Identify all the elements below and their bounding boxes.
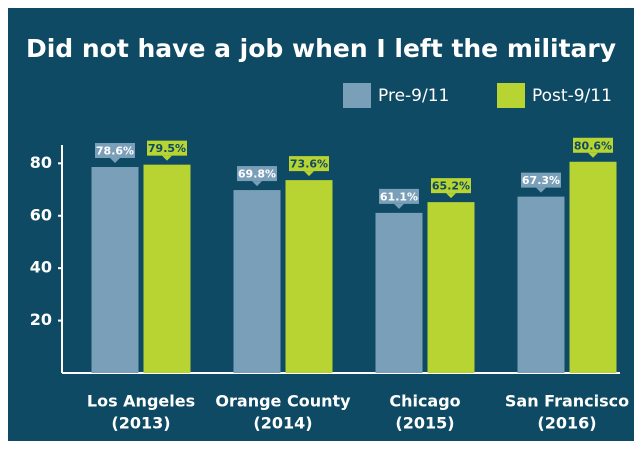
value-label: 73.6% xyxy=(290,158,328,171)
value-label: 78.6% xyxy=(96,145,134,158)
value-label-box xyxy=(237,166,277,182)
y-tick-label: 40 xyxy=(30,258,52,277)
value-label-pointer xyxy=(110,158,120,164)
x-tick-label: Chicago xyxy=(389,392,460,411)
x-tick-label: (2013) xyxy=(111,414,170,433)
value-label-box xyxy=(431,178,471,194)
bar xyxy=(285,180,333,373)
bar xyxy=(517,196,565,373)
value-label: 67.3% xyxy=(522,174,560,187)
value-label: 61.1% xyxy=(380,190,418,203)
value-label-pointer xyxy=(304,171,314,177)
value-label-box xyxy=(147,140,187,156)
value-label-box xyxy=(573,137,613,153)
value-label: 80.6% xyxy=(574,139,612,152)
value-label-box xyxy=(521,172,561,188)
value-label-pointer xyxy=(162,155,172,161)
bar xyxy=(569,161,617,373)
value-label-pointer xyxy=(394,203,404,209)
x-tick-label: (2014) xyxy=(253,414,312,433)
value-label-pointer xyxy=(446,193,456,199)
value-label: 69.8% xyxy=(238,168,276,181)
legend-label: Pre-9/11 xyxy=(378,86,449,106)
chart-title: Did not have a job when I left the milit… xyxy=(26,34,616,63)
x-tick-label: (2015) xyxy=(395,414,454,433)
x-tick-label: San Francisco xyxy=(505,392,629,411)
legend-swatch xyxy=(497,83,525,108)
y-tick-label: 20 xyxy=(30,310,52,329)
value-label-box xyxy=(95,143,135,159)
value-label-pointer xyxy=(252,181,262,187)
value-label-pointer xyxy=(536,187,546,193)
y-tick-label: 80 xyxy=(30,153,52,172)
x-tick-label: Orange County xyxy=(215,392,351,411)
x-tick-label: (2016) xyxy=(537,414,596,433)
value-label: 65.2% xyxy=(432,180,470,193)
value-label-box xyxy=(379,188,419,204)
bar xyxy=(91,167,139,373)
x-tick-label: Los Angeles xyxy=(87,392,195,411)
value-label: 79.5% xyxy=(148,142,186,155)
bar xyxy=(427,202,475,373)
y-tick-label: 60 xyxy=(30,205,52,224)
legend-label: Post-9/11 xyxy=(532,86,612,106)
value-label-box xyxy=(289,156,329,172)
bar xyxy=(143,164,191,373)
bar xyxy=(375,212,423,373)
legend-swatch xyxy=(343,83,371,108)
bar xyxy=(233,190,281,373)
value-label-pointer xyxy=(588,152,598,158)
